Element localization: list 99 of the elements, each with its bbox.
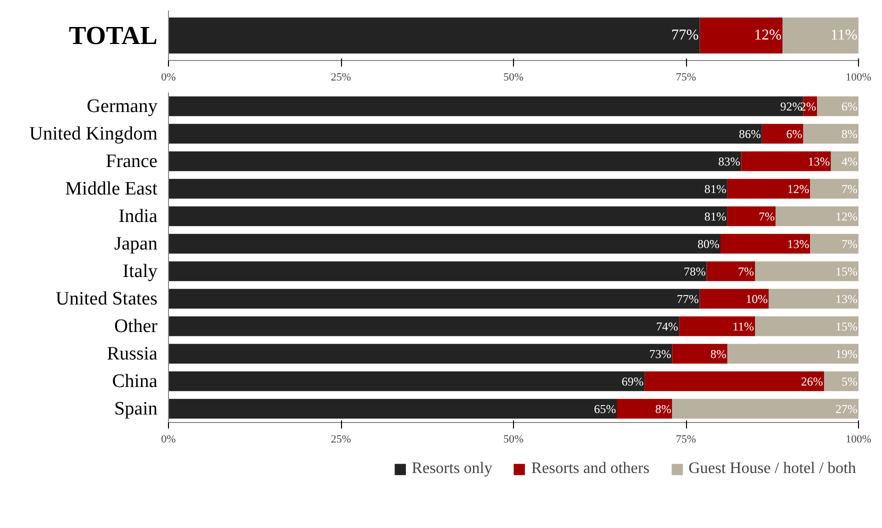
bar	[720, 234, 810, 254]
bar	[803, 124, 858, 144]
data-label: 27%	[836, 402, 858, 416]
x-tick-label: 100%	[846, 434, 872, 446]
y-tick-label: Middle East	[65, 178, 158, 200]
bar	[168, 398, 617, 419]
y-tick-label: TOTAL	[68, 21, 158, 50]
x-tick-label: 50%	[503, 72, 524, 84]
data-label: 12%	[836, 209, 858, 224]
bar	[810, 178, 858, 199]
data-label: 7%	[758, 209, 775, 224]
bar	[755, 261, 858, 282]
data-label: 15%	[836, 319, 858, 334]
bar	[700, 18, 783, 54]
x-tick-label: 0%	[161, 434, 176, 446]
data-label: 2%	[800, 99, 816, 114]
y-tick-label: Russia	[106, 343, 158, 364]
bar	[727, 344, 858, 364]
bar	[762, 124, 804, 144]
data-label: 8%	[842, 126, 858, 141]
bar	[168, 371, 645, 392]
bar	[168, 234, 720, 254]
data-label: 12%	[787, 182, 810, 196]
bar	[168, 261, 707, 282]
data-label: 8%	[710, 346, 726, 361]
x-tick-label: 0%	[161, 72, 176, 84]
bar	[741, 151, 831, 172]
data-label: 7%	[738, 264, 754, 278]
bar	[168, 178, 728, 199]
bar	[644, 371, 824, 392]
x-tick-label: 25%	[330, 434, 352, 446]
legend-label: Guest House / hotel / both	[688, 460, 856, 478]
x-tick-label: 100%	[846, 72, 872, 84]
data-label: 69%	[622, 374, 644, 388]
data-label: 13%	[836, 292, 858, 306]
data-label: 10%	[746, 292, 768, 306]
bar	[700, 288, 769, 309]
data-label: 4%	[842, 154, 858, 168]
x-tick-label: 75%	[676, 72, 696, 84]
data-label: 81%	[704, 182, 726, 196]
data-label: 81%	[704, 209, 726, 224]
x-tick-label: 25%	[330, 72, 352, 84]
data-label: 15%	[836, 264, 858, 278]
data-label: 11%	[830, 28, 858, 44]
bar	[168, 151, 742, 172]
bar	[768, 288, 858, 309]
y-tick-label: United Kingdom	[29, 123, 158, 144]
x-tick-label: 75%	[676, 434, 696, 446]
y-tick-label: India	[118, 206, 158, 227]
data-label: 13%	[808, 154, 830, 168]
legend-label: Resorts and others	[531, 460, 650, 478]
bar	[168, 206, 728, 226]
bar	[679, 316, 755, 336]
data-label: 77%	[671, 28, 699, 44]
bar	[776, 206, 858, 226]
data-label: 26%	[801, 374, 824, 388]
data-label: 12%	[754, 28, 782, 44]
bar	[672, 398, 858, 419]
bar	[727, 206, 776, 226]
data-label: 8%	[655, 402, 672, 416]
y-tick-label: China	[112, 370, 158, 392]
data-label: 80%	[698, 236, 720, 251]
y-tick-label: Germany	[86, 96, 158, 117]
y-tick-label: France	[106, 150, 158, 172]
data-label: 83%	[718, 154, 740, 168]
data-label: 6%	[842, 99, 858, 114]
data-label: 13%	[787, 236, 810, 251]
data-label: 73%	[649, 346, 672, 361]
data-label: 86%	[738, 126, 761, 141]
bar	[672, 344, 728, 364]
bar	[168, 124, 762, 144]
data-label: 19%	[836, 346, 858, 361]
data-label: 7%	[842, 182, 858, 196]
data-label: 5%	[842, 374, 858, 388]
bar	[817, 96, 858, 116]
bar	[706, 261, 755, 282]
y-tick-label: United States	[56, 288, 158, 310]
y-tick-label: Japan	[114, 233, 158, 254]
data-label: 74%	[656, 319, 678, 334]
bar	[755, 316, 858, 336]
legend-label: Resorts only	[412, 460, 492, 478]
data-label: 92%	[780, 99, 802, 114]
bar	[168, 316, 680, 336]
data-label: 78%	[684, 264, 706, 278]
data-label: 6%	[786, 126, 802, 141]
bar	[727, 178, 810, 199]
bar	[810, 234, 858, 254]
y-tick-label: Spain	[114, 398, 158, 420]
data-label: 7%	[842, 236, 858, 251]
bar	[782, 18, 858, 54]
data-label: 77%	[676, 292, 699, 306]
bar	[617, 398, 672, 419]
bar	[168, 288, 700, 309]
data-label: 65%	[594, 402, 616, 416]
data-label: 11%	[732, 319, 754, 334]
y-tick-label: Other	[114, 316, 158, 337]
x-tick-label: 50%	[503, 434, 524, 446]
bar	[168, 344, 672, 364]
y-tick-label: Italy	[122, 260, 158, 282]
